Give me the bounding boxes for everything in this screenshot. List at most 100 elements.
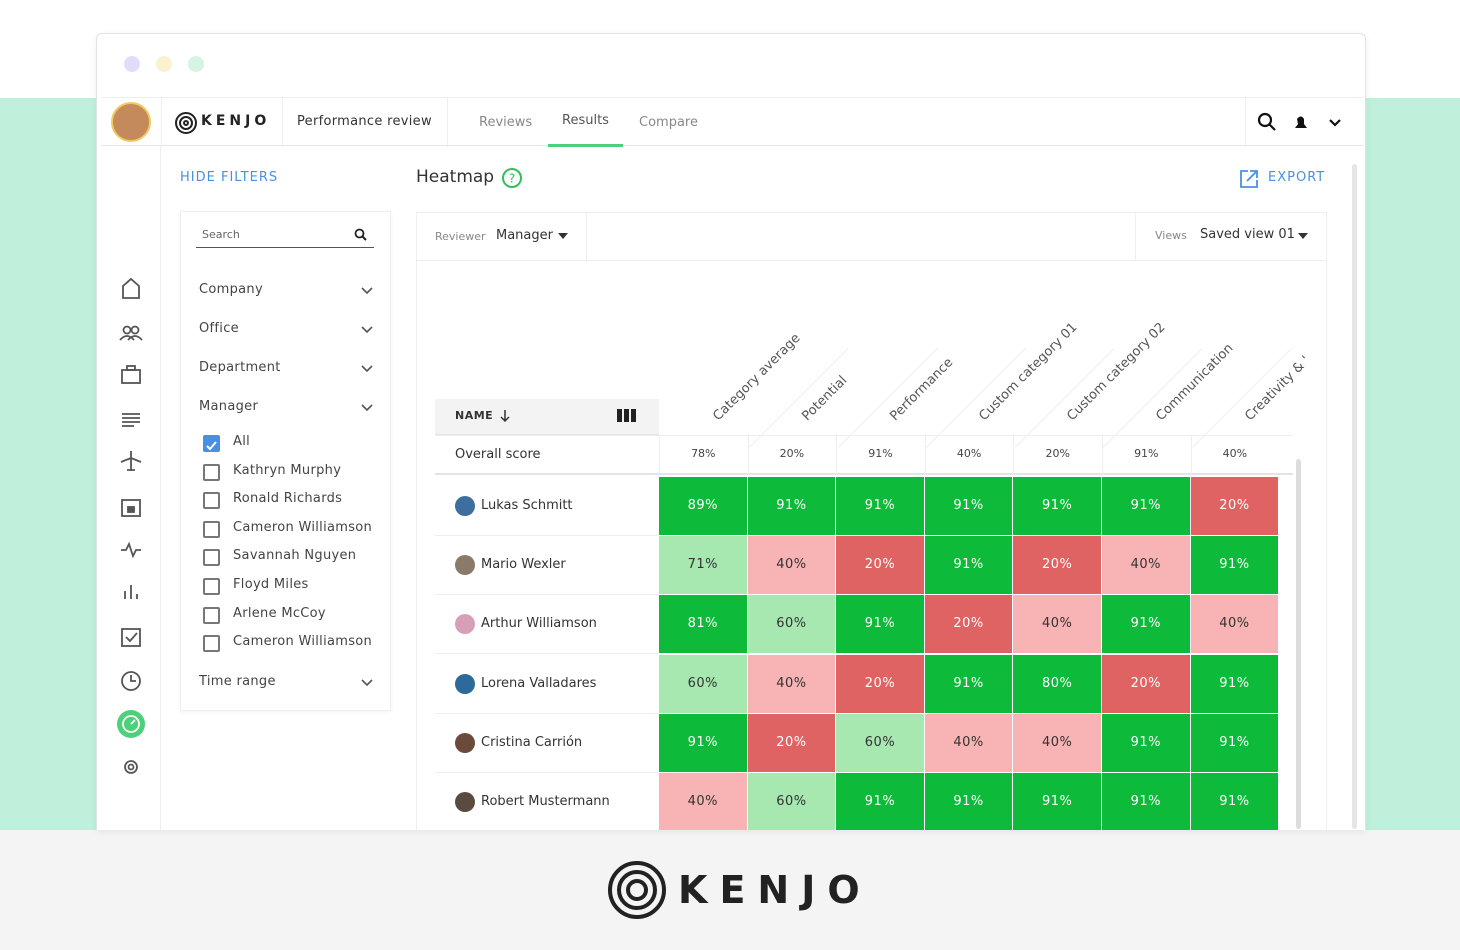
- heatmap-cell: 40%: [1190, 595, 1279, 654]
- heatmap-cell: 40%: [924, 713, 1013, 772]
- overall-divider: [659, 435, 660, 475]
- checkbox[interactable]: [203, 435, 220, 452]
- chevron: [361, 287, 373, 295]
- heatmap-cell: 91%: [1102, 713, 1190, 772]
- tab[interactable]: Results: [548, 98, 623, 147]
- checkbox-label: Ronald Richards: [233, 491, 343, 507]
- heatmap-cell: 60%: [747, 773, 836, 830]
- employee-name[interactable]: Lorena Valladares: [481, 675, 597, 691]
- employee-name[interactable]: Lukas Schmitt: [481, 498, 573, 513]
- chevron: [361, 404, 373, 412]
- heatmap-card: Reviewer Manager Views Saved view 01 Cat…: [416, 212, 1327, 830]
- divider: [1245, 98, 1246, 147]
- footer: KENJO: [0, 830, 1460, 950]
- heatmap-cell: 91%: [924, 536, 1013, 595]
- heatmap-cell: 89%: [659, 477, 747, 535]
- filter-panel: Search Company Office Department Manager All…: [180, 211, 391, 711]
- heatmap-cell: 40%: [1013, 595, 1101, 654]
- filter-group[interactable]: Office: [199, 321, 239, 336]
- heatmap-cell: 20%: [836, 536, 924, 595]
- checkbox[interactable]: [203, 578, 220, 595]
- checkbox[interactable]: [203, 492, 220, 510]
- heatmap-cell: 40%: [1013, 713, 1101, 772]
- avatar: [455, 732, 475, 753]
- notifications-icon[interactable]: [1295, 116, 1307, 129]
- checkbox[interactable]: [203, 463, 220, 481]
- views-select[interactable]: Saved view 01: [1200, 227, 1295, 242]
- sidebar-icons: [117, 277, 145, 774]
- checkbox[interactable]: [203, 635, 220, 653]
- heatmap-cell: 91%: [1190, 536, 1279, 595]
- sort-icon: [499, 408, 511, 427]
- heatmap-cell: 91%: [1102, 773, 1190, 830]
- avatar: [455, 555, 475, 576]
- employee-name[interactable]: Cristina Carrión: [481, 734, 583, 750]
- app-header: KENJO Performance review Reviews Results C…: [101, 97, 1363, 147]
- overall-divider: [747, 435, 749, 475]
- row-divider: [435, 594, 659, 596]
- hide-filters-button[interactable]: HIDE FILTERS: [180, 170, 279, 185]
- overall-divider: [1190, 435, 1192, 475]
- sidebar: [101, 146, 161, 830]
- heatmap-cell: 20%: [1013, 536, 1101, 595]
- svg-text:?: ?: [509, 172, 515, 186]
- overall-score: 40%: [1222, 447, 1248, 460]
- checkbox-label: Arlene McCoy: [233, 605, 326, 621]
- filter-group[interactable]: Manager: [199, 399, 259, 414]
- employee-name[interactable]: Arthur Williamson: [481, 616, 597, 632]
- window-dot: [124, 56, 140, 72]
- overall-score: 20%: [779, 447, 805, 460]
- filter-group[interactable]: Company: [199, 282, 263, 297]
- checkbox-label: Savannah Nguyen: [233, 548, 357, 564]
- avatar: [455, 792, 475, 812]
- heatmap-cell: 71%: [659, 536, 747, 595]
- heatmap-cell: 91%: [747, 477, 836, 535]
- heatmap-cell: 40%: [1102, 536, 1190, 595]
- column-header: Performance: [887, 355, 957, 424]
- overall-score: 40%: [956, 447, 982, 460]
- heatmap-cell: 20%: [836, 654, 924, 713]
- tab[interactable]: Compare: [639, 115, 698, 130]
- app-window: KENJO Performance review Reviews Results C…: [96, 33, 1366, 830]
- row-divider: [435, 712, 659, 714]
- export-icon[interactable]: [1239, 169, 1259, 189]
- checkbox-label: Kathryn Murphy: [233, 462, 342, 478]
- overall-divider: [924, 435, 926, 475]
- heatmap: Category average Potential Performance Cust…: [435, 277, 1309, 830]
- row-divider: [435, 653, 659, 655]
- chevron: [361, 679, 373, 687]
- user-avatar[interactable]: [111, 102, 151, 142]
- employee-name[interactable]: Robert Mustermann: [481, 794, 610, 809]
- search-icon[interactable]: [1257, 112, 1273, 128]
- filter-group[interactable]: Time range: [199, 674, 276, 689]
- scrollbar: [1296, 459, 1301, 829]
- heatmap-cell: 80%: [1013, 654, 1101, 713]
- section-title: Performance review: [297, 114, 432, 129]
- checkbox[interactable]: [203, 606, 220, 624]
- heatmap-cell: 91%: [1190, 654, 1279, 713]
- views-label: Views: [1155, 229, 1187, 242]
- checkbox[interactable]: [203, 520, 220, 538]
- reviewer-select[interactable]: Manager: [496, 228, 553, 243]
- search-input[interactable]: Search: [196, 224, 374, 248]
- columns-icon[interactable]: [617, 408, 637, 427]
- name-header[interactable]: NAME: [455, 409, 494, 422]
- overall-divider: [1102, 435, 1103, 475]
- employee-name[interactable]: Mario Wexler: [481, 557, 566, 573]
- footer-brand: KENJO: [678, 868, 872, 912]
- help-icon[interactable]: ?: [501, 167, 523, 189]
- export-button[interactable]: EXPORT: [1268, 170, 1326, 185]
- checkbox[interactable]: [203, 549, 220, 567]
- filter-group[interactable]: Department: [199, 360, 281, 375]
- search-icon: [354, 228, 367, 241]
- heatmap-cell: 91%: [924, 773, 1013, 830]
- window-dot: [156, 56, 172, 72]
- heatmap-cell: 91%: [924, 654, 1013, 713]
- column-header: Potential: [798, 373, 850, 424]
- check: [206, 441, 217, 451]
- tab[interactable]: Reviews: [479, 115, 533, 130]
- heatmap-cell: 91%: [1102, 477, 1190, 535]
- heatmap-cell: 40%: [659, 773, 747, 830]
- heatmap-cell: 60%: [836, 713, 924, 772]
